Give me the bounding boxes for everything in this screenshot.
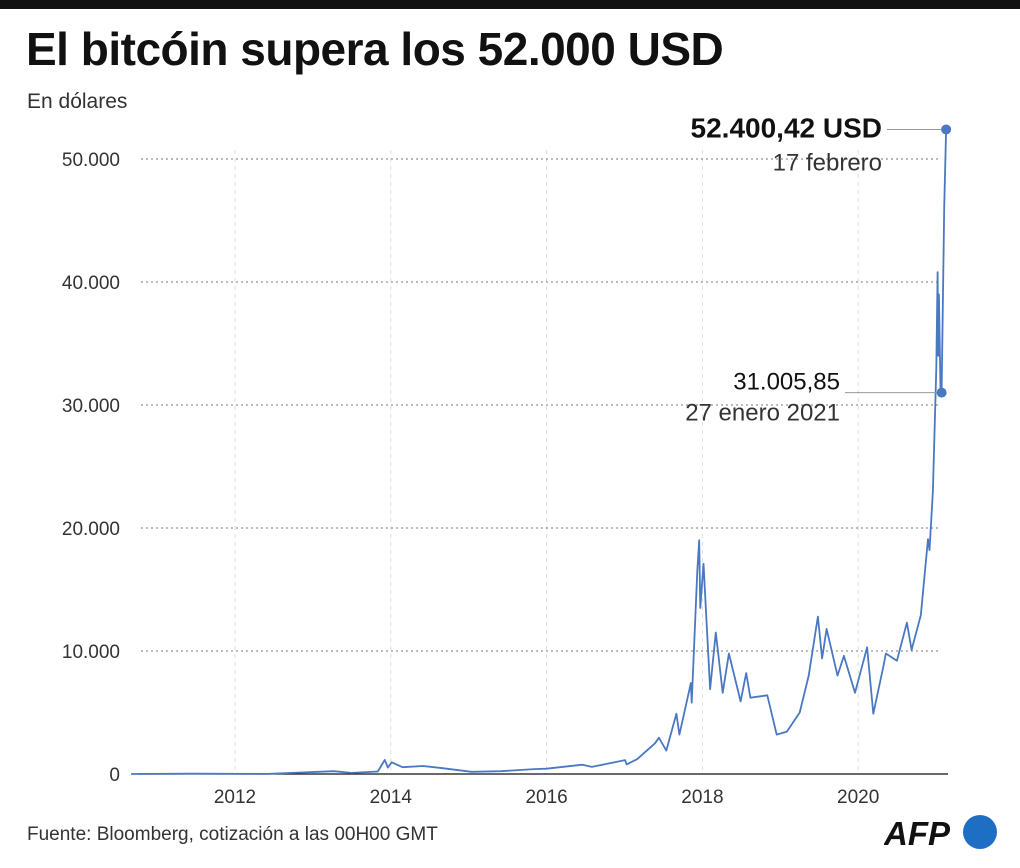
chart-subtitle: En dólares xyxy=(27,90,128,113)
y-tick-label: 0 xyxy=(109,765,120,786)
annotation-point xyxy=(936,387,947,398)
x-tick-label: 2016 xyxy=(525,787,567,808)
x-tick-label: 2020 xyxy=(837,787,879,808)
annotation-date: 17 febrero xyxy=(773,149,882,176)
y-tick-label: 30.000 xyxy=(62,396,120,417)
x-tick-label: 2014 xyxy=(370,787,413,808)
y-tick-label: 10.000 xyxy=(62,642,120,663)
y-tick-label: 20.000 xyxy=(62,519,120,540)
y-tick-label: 50.000 xyxy=(62,150,120,171)
chart-title: El bitcóin supera los 52.000 USD xyxy=(26,23,724,75)
price-line xyxy=(131,129,947,775)
annotation-point xyxy=(941,124,952,135)
svg-text:AFP: AFP xyxy=(884,815,951,852)
source-note: Fuente: Bloomberg, cotización a las 00H0… xyxy=(27,824,438,845)
afp-logo: AFP xyxy=(884,815,997,852)
annotation-date: 27 enero 2021 xyxy=(685,400,840,427)
annotation-value: 52.400,42 USD xyxy=(691,112,882,143)
x-tick-label: 2012 xyxy=(214,787,256,808)
annotation-value: 31.005,85 xyxy=(733,369,840,396)
top-bar xyxy=(0,0,1020,9)
y-tick-label: 40.000 xyxy=(62,273,120,294)
x-tick-label: 2018 xyxy=(681,787,723,808)
